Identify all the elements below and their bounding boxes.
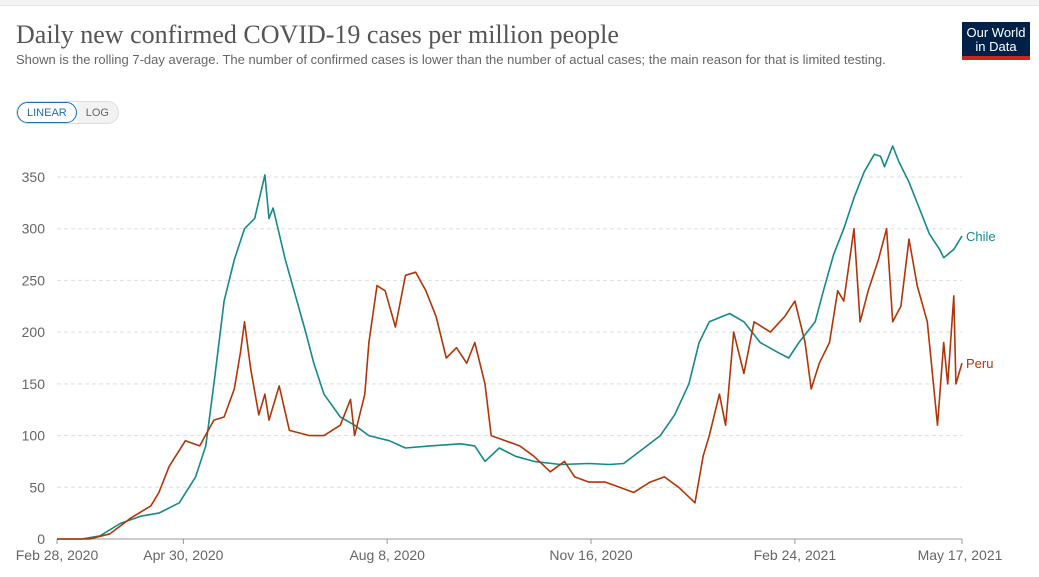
series-label-peru: Peru (966, 356, 993, 371)
chart-title: Daily new confirmed COVID-19 cases per m… (16, 20, 619, 49)
log-button[interactable]: LOG (76, 102, 118, 123)
linear-button[interactable]: LINEAR (17, 102, 77, 123)
x-tick-label: Nov 16, 2020 (549, 547, 632, 563)
scale-toggle: LINEAR LOG (16, 101, 119, 124)
y-tick-label: 200 (22, 324, 46, 340)
x-tick-label: Apr 30, 2020 (143, 547, 223, 563)
x-tick-label: Feb 28, 2020 (16, 547, 99, 563)
x-tick-label: Aug 8, 2020 (349, 547, 425, 563)
series-label-chile: Chile (966, 229, 996, 244)
y-tick-label: 250 (22, 272, 46, 288)
series-line-peru (57, 227, 963, 540)
y-tick-label: 300 (22, 221, 46, 237)
y-tick-label: 350 (22, 169, 46, 185)
y-tick-label: 50 (29, 479, 45, 495)
series-line-chile (57, 145, 963, 540)
chart-subtitle: Shown is the rolling 7-day average. The … (16, 52, 886, 67)
y-tick-label: 100 (22, 428, 46, 444)
top-bar (0, 0, 1039, 6)
y-tick-label: 0 (37, 531, 45, 547)
x-tick-label: May 17, 2021 (918, 547, 1003, 563)
x-tick-label: Feb 24, 2021 (754, 547, 837, 563)
owid-logo[interactable]: Our World in Data (962, 22, 1030, 60)
y-tick-label: 150 (22, 376, 46, 392)
